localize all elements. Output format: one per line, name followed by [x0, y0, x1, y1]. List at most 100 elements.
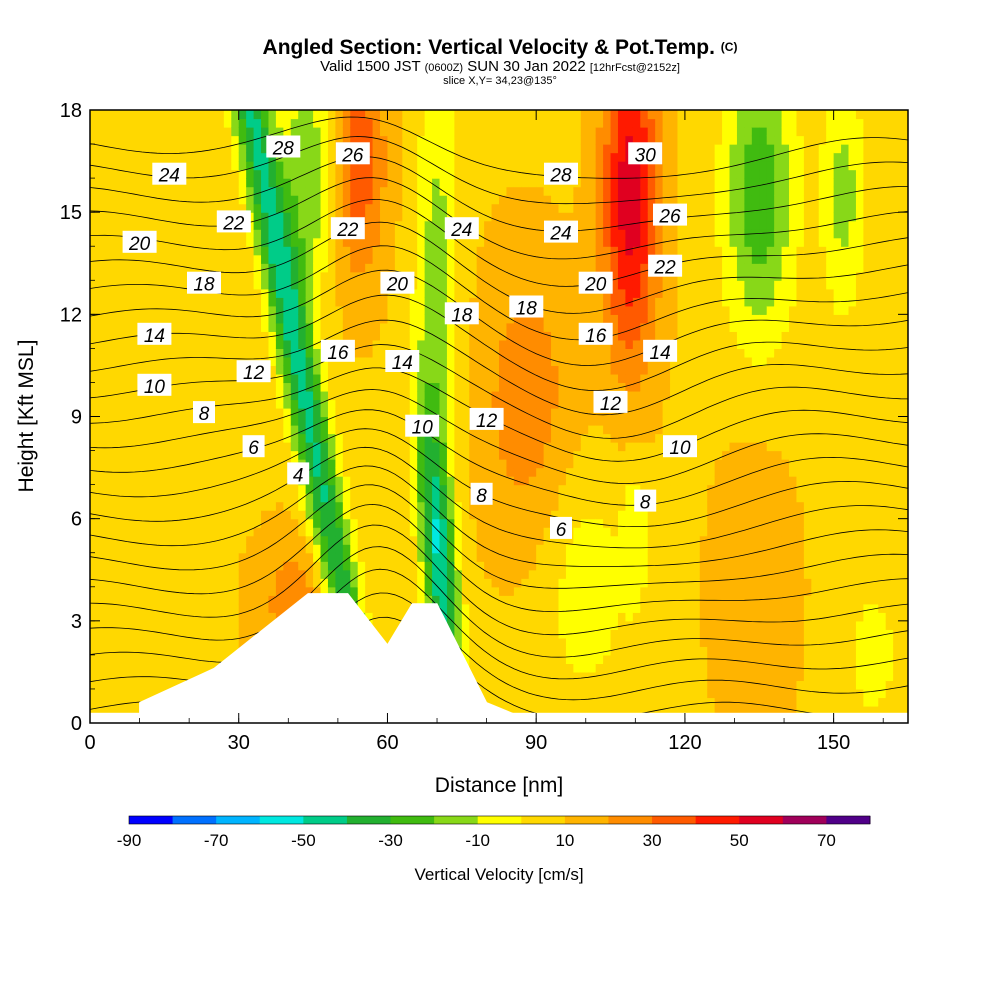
velocity-cell: [290, 382, 299, 392]
velocity-cell: [439, 501, 448, 511]
velocity-cell: [536, 382, 545, 392]
velocity-cell: [454, 254, 463, 264]
velocity-cell: [261, 144, 270, 154]
velocity-cell: [112, 118, 121, 128]
velocity-cell: [327, 322, 336, 332]
velocity-cell: [551, 356, 560, 367]
velocity-cell: [446, 144, 455, 154]
velocity-cell: [595, 467, 604, 477]
velocity-cell: [476, 620, 485, 630]
velocity-cell: [536, 561, 545, 571]
velocity-cell: [513, 399, 522, 409]
velocity-cell: [558, 322, 567, 332]
velocity-cell: [536, 442, 545, 452]
velocity-cell: [476, 144, 485, 154]
velocity-cell: [305, 195, 314, 205]
velocity-cell: [223, 118, 232, 128]
velocity-cell: [342, 305, 351, 315]
velocity-cell: [208, 425, 218, 435]
velocity-cell: [320, 552, 329, 562]
velocity-cell: [268, 373, 277, 384]
velocity-cell: [134, 578, 143, 588]
velocity-cell: [194, 246, 203, 256]
velocity-cell: [588, 416, 597, 426]
velocity-cell: [380, 442, 389, 452]
velocity-cell: [565, 297, 574, 307]
velocity-cell: [327, 510, 336, 520]
velocity-cell: [484, 280, 493, 290]
velocity-cell: [134, 646, 143, 656]
velocity-cell: [365, 390, 374, 401]
velocity-cell: [342, 459, 351, 469]
velocity-cell: [394, 535, 403, 545]
velocity-cell: [290, 365, 299, 375]
velocity-cell: [97, 339, 106, 349]
velocity-cell: [565, 603, 574, 613]
velocity-cell: [320, 484, 329, 494]
velocity-cell: [283, 280, 292, 290]
velocity-cell: [595, 229, 604, 239]
velocity-cell: [409, 314, 418, 324]
velocity-cell: [305, 442, 314, 452]
velocity-cell: [275, 552, 284, 562]
velocity-cell: [335, 212, 344, 222]
velocity-cell: [290, 237, 299, 247]
velocity-cell: [208, 459, 218, 469]
velocity-cell: [528, 195, 537, 205]
velocity-cell: [238, 493, 247, 503]
velocity-cell: [380, 297, 389, 307]
velocity-cell: [551, 544, 560, 554]
velocity-cell: [127, 186, 136, 196]
velocity-cell: [238, 467, 247, 477]
velocity-cell: [134, 501, 143, 511]
velocity-cell: [253, 518, 262, 528]
velocity-cell: [551, 654, 560, 664]
velocity-cell: [506, 254, 515, 264]
velocity-cell: [461, 416, 470, 426]
velocity-cell: [246, 612, 255, 622]
velocity-cell: [506, 425, 515, 435]
velocity-cell: [513, 680, 522, 690]
velocity-cell: [335, 586, 344, 596]
velocity-cell: [186, 229, 195, 239]
velocity-cell: [558, 484, 567, 494]
velocity-cell: [499, 442, 508, 452]
velocity-cell: [491, 220, 500, 230]
velocity-cell: [268, 442, 277, 452]
velocity-cell: [320, 518, 329, 528]
velocity-cell: [313, 161, 322, 171]
velocity-cell: [372, 459, 381, 469]
velocity-cell: [372, 382, 381, 392]
velocity-cell: [565, 195, 574, 205]
velocity-cell: [595, 561, 604, 571]
velocity-cell: [387, 161, 396, 171]
velocity-cell: [573, 654, 582, 664]
velocity-cell: [261, 390, 270, 401]
velocity-cell: [506, 620, 515, 630]
velocity-cell: [513, 688, 522, 699]
velocity-cell: [469, 212, 478, 222]
velocity-cell: [565, 127, 574, 137]
velocity-cell: [499, 629, 508, 639]
velocity-cell: [208, 152, 218, 162]
velocity-cell: [261, 425, 270, 435]
velocity-cell: [216, 595, 225, 605]
velocity-cell: [595, 654, 604, 664]
velocity-cell: [491, 195, 500, 205]
velocity-cell: [365, 186, 374, 196]
velocity-cell: [588, 314, 597, 324]
velocity-cell: [216, 373, 225, 384]
velocity-cell: [231, 501, 240, 511]
velocity-cell: [454, 586, 463, 596]
velocity-cell: [142, 305, 151, 315]
velocity-cell: [469, 203, 478, 213]
velocity-cell: [350, 118, 359, 128]
velocity-cell: [186, 135, 195, 145]
velocity-cell: [290, 203, 299, 213]
velocity-cell: [201, 450, 210, 460]
velocity-cell: [573, 365, 582, 375]
velocity-cell: [216, 135, 225, 145]
velocity-cell: [208, 467, 218, 477]
velocity-cell: [573, 246, 582, 256]
velocity-cell: [491, 680, 500, 690]
